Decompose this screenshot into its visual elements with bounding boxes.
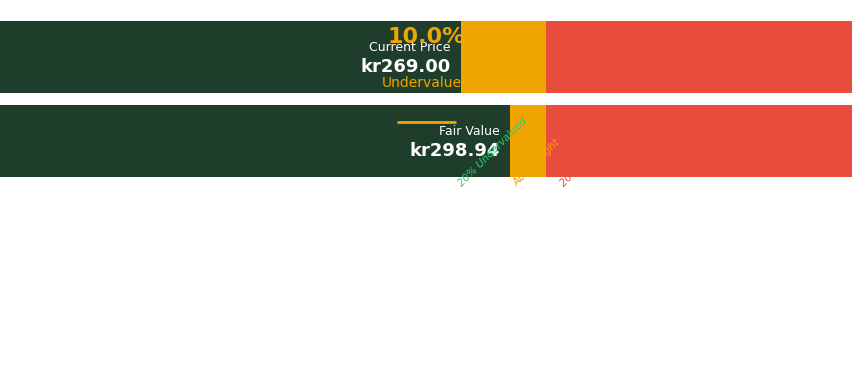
Text: kr269.00: kr269.00: [360, 58, 450, 76]
Text: Fair Value: Fair Value: [439, 125, 499, 138]
Bar: [545, 87, 852, 93]
Bar: [460, 171, 545, 177]
Bar: [0, 87, 460, 93]
Bar: [545, 28, 852, 87]
Bar: [460, 87, 545, 93]
Text: Current Price: Current Price: [368, 41, 450, 54]
Bar: [0, 21, 460, 28]
Bar: [460, 105, 545, 112]
Text: 20% Overvalued: 20% Overvalued: [558, 120, 626, 188]
Bar: [0, 171, 460, 177]
Bar: [545, 112, 852, 171]
Bar: [0, 28, 460, 87]
Bar: [545, 171, 852, 177]
Text: About Right: About Right: [511, 138, 561, 188]
Text: kr298.94: kr298.94: [409, 142, 499, 160]
Bar: [545, 21, 852, 28]
Bar: [0, 21, 460, 93]
Bar: [460, 112, 545, 171]
Bar: [0, 105, 509, 177]
Bar: [545, 105, 852, 112]
Text: 10.0%: 10.0%: [388, 27, 464, 47]
Bar: [460, 21, 545, 28]
Bar: [0, 105, 460, 112]
Text: Undervalued: Undervalued: [382, 76, 470, 90]
Text: 20% Undervalued: 20% Undervalued: [456, 116, 528, 188]
Bar: [460, 28, 545, 87]
Bar: [0, 112, 460, 171]
